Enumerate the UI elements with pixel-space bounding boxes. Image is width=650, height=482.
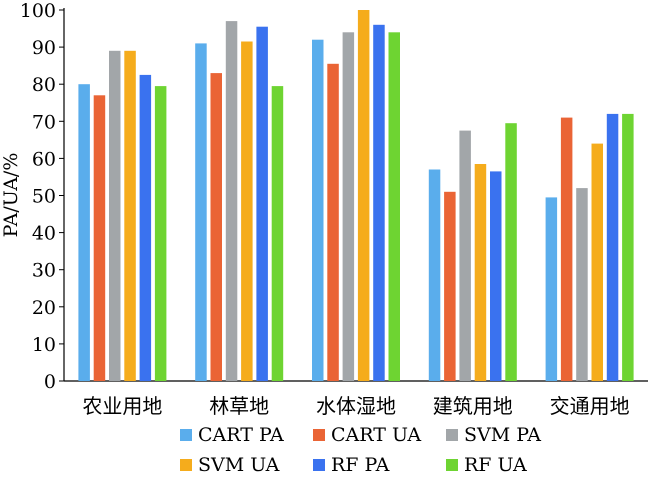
bar bbox=[490, 171, 502, 381]
legend-label: SVM PA bbox=[464, 424, 541, 446]
x-tick-label: 水体湿地 bbox=[316, 394, 396, 418]
y-tick-label: 90 bbox=[32, 37, 56, 59]
bar bbox=[93, 95, 106, 382]
bar bbox=[373, 24, 385, 382]
y-tick-label: 60 bbox=[32, 148, 56, 170]
x-tick-label: 林草地 bbox=[209, 394, 269, 418]
bar bbox=[327, 63, 339, 382]
y-tick-label: 40 bbox=[32, 223, 56, 245]
bar bbox=[459, 130, 471, 381]
legend-swatch bbox=[446, 459, 458, 471]
bar bbox=[241, 41, 253, 381]
y-tick-label: 30 bbox=[32, 260, 56, 282]
bar bbox=[560, 117, 573, 381]
axes bbox=[63, 8, 648, 382]
bar bbox=[474, 164, 487, 381]
x-tick-label: 建筑用地 bbox=[433, 394, 513, 418]
bar bbox=[78, 84, 90, 381]
bar bbox=[606, 113, 619, 382]
x-axis-ticks: 农业用地 林草地 水体湿地 建筑用地 交通用地 bbox=[82, 394, 629, 418]
bar bbox=[312, 39, 324, 381]
legend-swatch bbox=[180, 459, 192, 471]
legend-swatch bbox=[446, 429, 458, 441]
bar bbox=[428, 169, 441, 381]
bar bbox=[139, 74, 152, 382]
legend-label: RF UA bbox=[464, 454, 527, 476]
y-tick-label: 20 bbox=[32, 297, 56, 319]
bar bbox=[505, 123, 517, 381]
y-axis-ticks: 0 10 20 30 40 50 60 70 80 90 100 bbox=[20, 0, 64, 393]
bar bbox=[271, 86, 284, 381]
legend-label: SVM UA bbox=[198, 454, 280, 476]
bar bbox=[576, 188, 588, 381]
y-tick-label: 80 bbox=[32, 74, 56, 96]
bar bbox=[195, 43, 207, 382]
y-tick-label: 100 bbox=[20, 0, 56, 22]
bar bbox=[210, 73, 222, 381]
x-tick-label: 交通用地 bbox=[550, 394, 630, 418]
y-tick-label: 70 bbox=[32, 111, 56, 133]
bar bbox=[154, 86, 167, 381]
bar bbox=[357, 10, 370, 381]
bar bbox=[124, 50, 136, 382]
bar bbox=[622, 113, 634, 382]
legend-label: CART UA bbox=[331, 424, 421, 446]
x-tick-label: 农业用地 bbox=[82, 394, 162, 418]
legend-swatch bbox=[180, 429, 192, 441]
legend-label: CART PA bbox=[198, 424, 284, 446]
bar bbox=[225, 21, 238, 381]
bars bbox=[78, 10, 634, 382]
legend: CART PA CART UA SVM PA SVM UA RF PA RF UA bbox=[180, 424, 541, 476]
legend-swatch bbox=[313, 459, 325, 471]
bar bbox=[444, 191, 456, 381]
y-tick-label: 50 bbox=[32, 186, 56, 208]
legend-label: RF PA bbox=[331, 454, 390, 476]
y-axis-label: PA/UA/% bbox=[0, 153, 22, 238]
bar bbox=[388, 32, 400, 382]
y-tick-label: 10 bbox=[32, 334, 56, 356]
bar bbox=[109, 50, 121, 382]
y-tick-label: 0 bbox=[44, 371, 56, 393]
bar bbox=[256, 26, 268, 381]
legend-swatch bbox=[313, 429, 325, 441]
bar bbox=[545, 197, 558, 381]
bar bbox=[342, 32, 355, 382]
bar bbox=[591, 143, 603, 381]
